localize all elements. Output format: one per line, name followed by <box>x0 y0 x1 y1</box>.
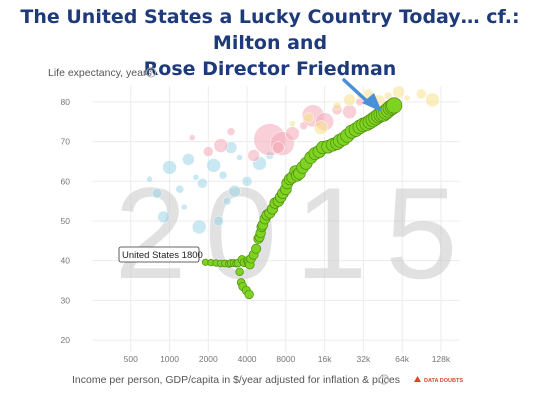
y-axis-title: Life expectancy, years <box>48 67 152 79</box>
country-bubble[interactable] <box>162 160 177 175</box>
x-tick-label: 32k <box>357 354 371 364</box>
label-box <box>118 246 200 263</box>
country-bubble[interactable] <box>303 112 314 124</box>
slide-title-line-1: The United States a Lucky Country Today…… <box>20 6 520 54</box>
us-1800-label: United States 1800 <box>118 246 203 263</box>
x-tick-label: 64k <box>395 354 409 364</box>
country-bubble[interactable] <box>236 154 243 161</box>
y-axis-help-icon[interactable]: ? <box>145 67 157 78</box>
country-bubble[interactable] <box>191 219 207 235</box>
country-bubble[interactable] <box>247 149 260 162</box>
x-axis-help-icon[interactable]: ? <box>378 374 390 385</box>
country-bubble[interactable] <box>213 138 229 153</box>
y-tick-label: 70 <box>61 137 71 147</box>
country-bubble[interactable] <box>272 141 285 154</box>
country-bubble[interactable] <box>213 215 224 227</box>
country-bubble[interactable] <box>188 134 196 141</box>
x-tick-label: 2000 <box>199 354 218 364</box>
country-bubble[interactable] <box>285 126 300 141</box>
country-bubble[interactable] <box>222 196 232 206</box>
x-tick-label: 1000 <box>160 354 179 364</box>
y-tick-label: 50 <box>61 216 71 226</box>
y-tick-label: 60 <box>61 176 71 186</box>
country-bubble[interactable] <box>332 101 342 111</box>
us-trail <box>201 97 403 300</box>
y-tick-label: 30 <box>61 295 71 305</box>
country-bubble[interactable] <box>146 176 153 183</box>
country-bubble[interactable] <box>197 178 208 189</box>
country-bubble[interactable] <box>203 146 214 157</box>
data-doubts-label: DATA DOUBTS <box>424 378 463 384</box>
slide-title-line-2: Rose Director Friedman <box>143 58 397 80</box>
x-tick-label: 16k <box>318 354 332 364</box>
country-bubble[interactable] <box>175 184 184 194</box>
x-tick-label: 8000 <box>276 354 295 364</box>
country-bubble[interactable] <box>403 94 411 102</box>
country-bubble[interactable] <box>425 92 440 108</box>
us-point[interactable] <box>244 289 254 300</box>
country-bubble[interactable] <box>313 120 329 135</box>
us-point[interactable] <box>386 97 403 114</box>
y-tick-label: 40 <box>61 256 71 266</box>
country-bubble[interactable] <box>415 88 427 100</box>
country-bubble[interactable] <box>343 93 356 107</box>
y-tick-label: 80 <box>61 97 71 107</box>
x-tick-label: 128k <box>432 354 451 364</box>
country-bubble[interactable] <box>180 203 188 211</box>
country-bubble[interactable] <box>289 120 296 127</box>
country-bubble[interactable] <box>218 171 228 180</box>
svg-text:?: ? <box>149 68 154 77</box>
slide-title: The United States a Lucky Country Today…… <box>0 4 540 82</box>
country-bubble[interactable] <box>151 187 163 199</box>
country-bubble[interactable] <box>241 176 253 187</box>
country-bubble[interactable] <box>157 210 170 224</box>
axis-ticks: 20 30 40 50 60 70 80 500 1000 2000 4000 8000 16k 32k 6… <box>61 97 451 364</box>
y-tick-label: 20 <box>61 335 71 345</box>
x-axis-title: Income per person, GDP/capita in $/year … <box>72 374 400 386</box>
data-doubts-link[interactable]: DATA DOUBTS <box>414 376 463 384</box>
x-tick-label: 4000 <box>238 354 257 364</box>
country-bubble[interactable] <box>392 85 405 99</box>
country-bubble[interactable] <box>342 104 357 120</box>
country-bubble[interactable] <box>192 174 200 181</box>
country-bubble[interactable] <box>206 158 221 173</box>
arrow-icon <box>342 78 382 112</box>
country-bubble[interactable] <box>226 127 236 136</box>
label-text: United States 1800 <box>122 250 203 261</box>
us-point[interactable] <box>235 267 244 276</box>
us-point[interactable] <box>251 243 262 254</box>
warning-icon <box>414 376 421 382</box>
svg-text:?: ? <box>382 375 387 384</box>
country-bubble[interactable] <box>182 153 195 166</box>
x-tick-label: 500 <box>124 354 138 364</box>
country-bubble[interactable] <box>228 184 241 198</box>
